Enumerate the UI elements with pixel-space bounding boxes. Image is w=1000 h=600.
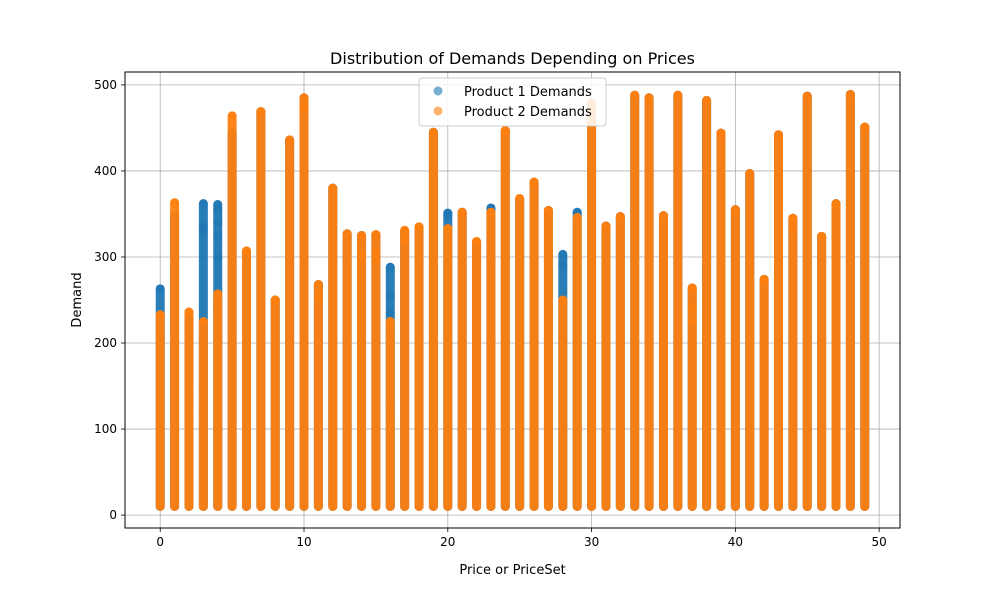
data-point-max xyxy=(313,280,323,290)
data-point-max xyxy=(155,310,165,320)
data-point-max xyxy=(601,221,611,231)
x-tick-label: 20 xyxy=(440,535,455,549)
data-point xyxy=(817,231,827,241)
x-tick-label: 30 xyxy=(584,535,599,549)
data-point xyxy=(443,211,453,221)
data-point-max xyxy=(630,90,640,100)
y-tick-label: 500 xyxy=(94,78,117,92)
data-point xyxy=(371,250,381,260)
data-point-max xyxy=(385,317,395,327)
data-point xyxy=(860,122,870,132)
data-point xyxy=(385,308,395,318)
data-point-max xyxy=(443,224,453,234)
data-point-max xyxy=(385,262,395,272)
data-point-max xyxy=(774,130,784,140)
data-point-max xyxy=(644,93,654,103)
data-point xyxy=(213,252,223,262)
legend-marker-product-2 xyxy=(433,106,443,116)
legend-label-product-1: Product 1 Demands xyxy=(464,85,592,100)
data-point xyxy=(788,224,798,234)
y-tick-label: 100 xyxy=(94,422,117,436)
data-point-max xyxy=(716,128,726,138)
data-point-max xyxy=(285,135,295,145)
grid xyxy=(125,72,900,528)
data-point xyxy=(687,304,697,314)
data-point xyxy=(299,103,309,113)
data-point-max xyxy=(702,95,712,105)
x-axis: 0 10 20 30 40 50 xyxy=(156,528,887,549)
legend: Product 1 Demands Product 2 Demands xyxy=(418,77,607,127)
data-point-max xyxy=(457,207,467,217)
data-point-max xyxy=(184,307,194,317)
data-point-max xyxy=(673,90,683,100)
data-point-max xyxy=(256,107,266,117)
x-tick-label: 50 xyxy=(872,535,887,549)
data-point-max xyxy=(428,127,438,137)
legend-box xyxy=(418,77,607,127)
data-point xyxy=(213,218,223,228)
data-point-max xyxy=(515,193,525,203)
data-point-max xyxy=(730,205,740,215)
data-point-max xyxy=(299,93,309,103)
y-axis: 0 100 200 300 400 500 xyxy=(94,78,125,522)
y-tick-label: 0 xyxy=(109,508,117,522)
data-point-max xyxy=(845,89,855,99)
data-point xyxy=(313,291,323,301)
legend-label-product-2: Product 2 Demands xyxy=(464,105,592,120)
data-point xyxy=(213,205,223,215)
data-point-max xyxy=(687,283,697,293)
y-axis-label: Demand xyxy=(70,272,85,327)
data-point-max xyxy=(558,295,568,305)
data-point-max xyxy=(371,230,381,240)
data-point-max xyxy=(198,317,208,327)
data-point xyxy=(385,291,395,301)
data-point-max xyxy=(831,199,841,209)
y-tick-label: 200 xyxy=(94,336,117,350)
x-tick-label: 40 xyxy=(728,535,743,549)
data-point xyxy=(500,126,510,136)
y-tick-label: 300 xyxy=(94,250,117,264)
data-point-max xyxy=(745,169,755,179)
data-point-max xyxy=(400,225,410,235)
data-point-max xyxy=(658,211,668,221)
data-point xyxy=(198,226,208,236)
data-point-max xyxy=(227,111,237,121)
plot-frame xyxy=(124,71,901,529)
data-point-max xyxy=(342,229,352,239)
data-point-max xyxy=(615,212,625,222)
data-point xyxy=(213,230,223,240)
data-point xyxy=(357,250,367,260)
data-point xyxy=(241,246,251,256)
data-point-max xyxy=(759,274,769,284)
x-axis-label: Price or PriceSet xyxy=(459,563,565,578)
data-point-max xyxy=(558,249,568,259)
data-point-max xyxy=(328,183,338,193)
data-point-max xyxy=(486,207,496,217)
data-point xyxy=(529,177,539,187)
data-point-max xyxy=(802,91,812,101)
series-2 xyxy=(155,89,870,511)
data-point-max xyxy=(357,230,367,240)
y-tick-label: 400 xyxy=(94,164,117,178)
x-tick-label: 10 xyxy=(296,535,311,549)
legend-marker-product-1 xyxy=(433,86,443,96)
data-point xyxy=(687,317,697,327)
data-point-max xyxy=(572,212,582,222)
data-point-max xyxy=(472,236,482,246)
data-point xyxy=(400,235,410,245)
data-point-max xyxy=(198,199,208,209)
plot-points xyxy=(155,89,870,511)
data-point xyxy=(558,261,568,271)
x-tick-label: 0 xyxy=(156,535,164,549)
data-point-max xyxy=(155,284,165,294)
data-point-max xyxy=(213,289,223,299)
data-point xyxy=(788,213,798,223)
data-point xyxy=(414,222,424,232)
data-point-max xyxy=(170,198,180,208)
data-point-max xyxy=(270,295,280,305)
data-point-max xyxy=(543,206,553,216)
chart-title: Distribution of Demands Depending on Pri… xyxy=(330,49,695,68)
